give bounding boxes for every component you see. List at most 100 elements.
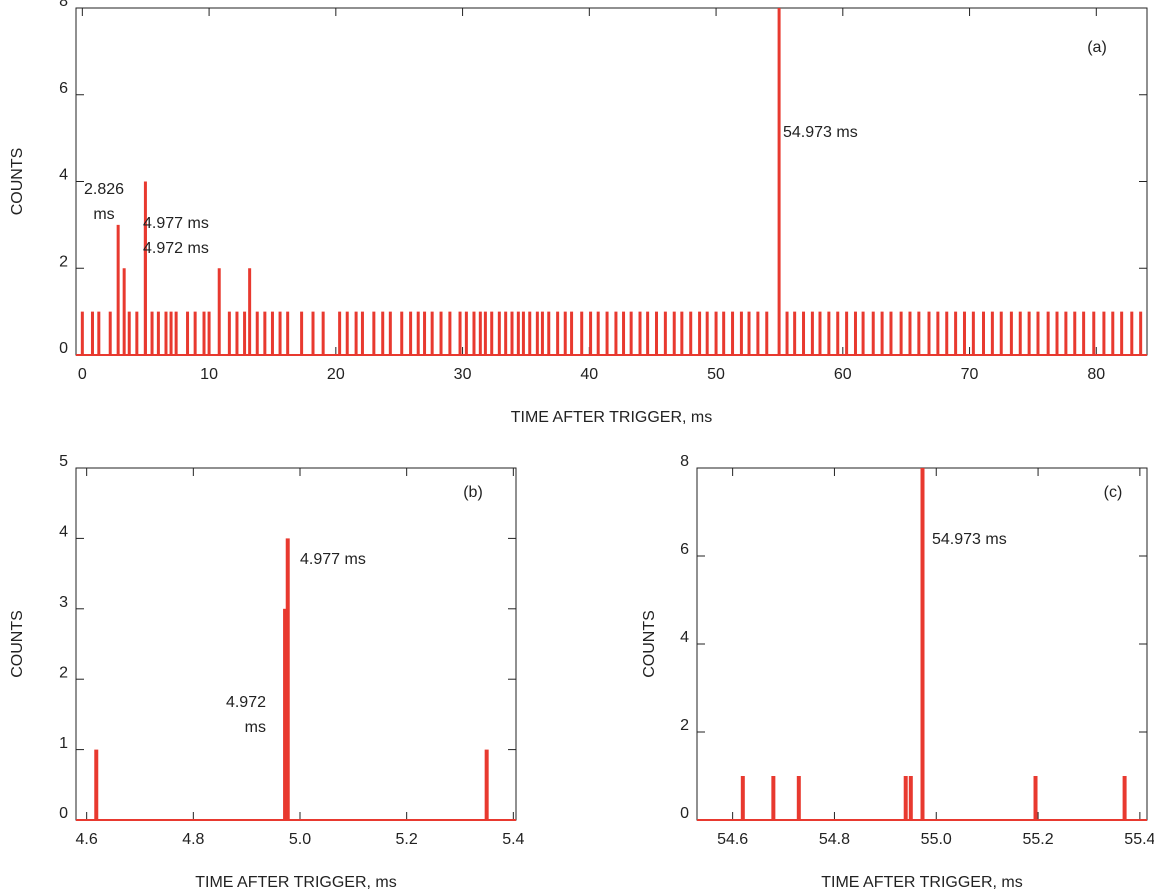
bar (771, 776, 776, 820)
bar (589, 311, 593, 355)
bar (908, 311, 912, 355)
y-tick-label: 6 (59, 80, 68, 97)
bar (490, 311, 494, 355)
y-tick-label: 5 (59, 453, 68, 470)
bar (143, 181, 147, 355)
bar (430, 311, 434, 355)
bar (127, 311, 131, 355)
bar (927, 311, 931, 355)
bar (785, 311, 789, 355)
bar (235, 311, 239, 355)
bar (765, 311, 769, 355)
x-tick-label: 54.6 (717, 831, 748, 848)
annotation: (b) (463, 484, 483, 501)
annotation: 4.977 ms (143, 215, 209, 232)
annotation: 54.973 ms (783, 124, 858, 141)
bar (889, 311, 893, 355)
y-axis-label: COUNTS (9, 610, 26, 678)
y-tick-label: 2 (680, 717, 689, 734)
annotation: (a) (1087, 39, 1107, 56)
annotation: ms (245, 719, 266, 736)
x-axis-label: TIME AFTER TRIGGER, ms (821, 874, 1023, 891)
bar (217, 268, 221, 355)
bar (283, 608, 288, 820)
bar (286, 311, 290, 355)
y-tick-label: 8 (680, 453, 689, 470)
bar (827, 311, 831, 355)
bar (1130, 311, 1134, 355)
annotation: 2.826 (84, 181, 124, 198)
bar (448, 311, 452, 355)
x-tick-label: 55.4 (1124, 831, 1154, 848)
bar (722, 311, 726, 355)
bar (622, 311, 626, 355)
bar (920, 468, 925, 820)
bar (1073, 311, 1077, 355)
bar (169, 311, 173, 355)
bar (207, 311, 211, 355)
bar (80, 311, 84, 355)
bar (747, 311, 751, 355)
bar (108, 311, 112, 355)
bar (388, 311, 392, 355)
plot-frame (75, 7, 1148, 356)
y-tick-label: 0 (59, 805, 68, 822)
x-tick-label: 10 (200, 366, 218, 383)
bar (802, 311, 806, 355)
bar (853, 311, 857, 355)
y-tick-label: 4 (680, 629, 689, 646)
x-tick-label: 4.6 (76, 831, 98, 848)
bar (689, 311, 693, 355)
x-tick-label: 0 (78, 366, 87, 383)
bar (971, 311, 975, 355)
x-tick-label: 5.0 (289, 831, 311, 848)
bar (1009, 311, 1013, 355)
bar (1092, 311, 1096, 355)
bar (672, 311, 676, 355)
bar (580, 311, 584, 355)
bar (516, 311, 520, 355)
bar (936, 311, 940, 355)
bar (777, 8, 781, 355)
bar (990, 311, 994, 355)
bar (528, 311, 532, 355)
bar (629, 311, 633, 355)
y-tick-label: 4 (59, 167, 68, 184)
bar (810, 311, 814, 355)
y-tick-label: 2 (59, 253, 68, 270)
bar (739, 311, 743, 355)
y-tick-label: 4 (59, 524, 68, 541)
x-tick-label: 54.8 (819, 831, 850, 848)
bar (1102, 311, 1106, 355)
bar (1055, 311, 1059, 355)
annotation: 4.972 (226, 694, 266, 711)
bar (1139, 311, 1143, 355)
bar (540, 311, 544, 355)
bar (981, 311, 985, 355)
bar (954, 311, 958, 355)
bar (202, 311, 206, 355)
bar (193, 311, 197, 355)
bar (122, 268, 126, 355)
x-tick-label: 30 (454, 366, 472, 383)
bar (135, 311, 139, 355)
bar (243, 311, 247, 355)
x-tick-label: 50 (707, 366, 725, 383)
y-tick-label: 6 (680, 541, 689, 558)
bar (354, 311, 358, 355)
bar (300, 311, 304, 355)
bar (255, 311, 259, 355)
bar (381, 311, 385, 355)
bar (638, 311, 642, 355)
y-axis-label: COUNTS (641, 610, 658, 678)
bar (116, 224, 120, 355)
y-tick-label: 2 (59, 664, 68, 681)
bar (714, 311, 718, 355)
bar (908, 776, 913, 820)
bar (614, 311, 618, 355)
bar (999, 311, 1003, 355)
bar (97, 311, 101, 355)
bar (464, 311, 468, 355)
bar (818, 311, 822, 355)
